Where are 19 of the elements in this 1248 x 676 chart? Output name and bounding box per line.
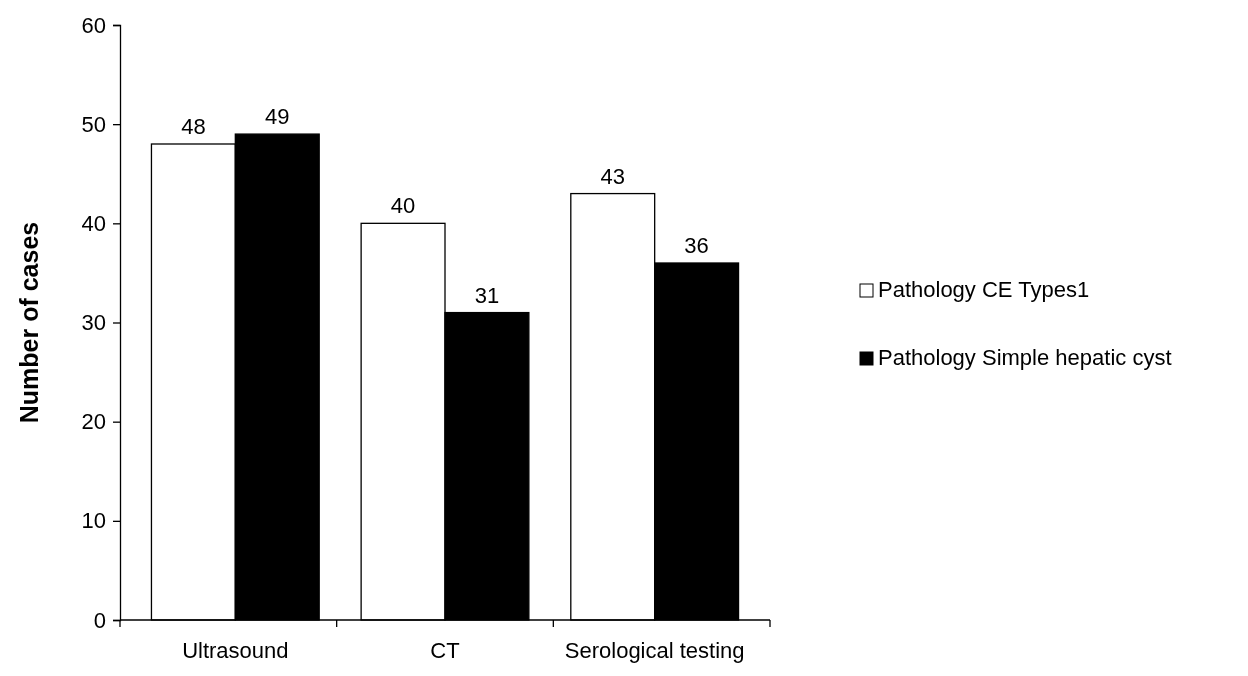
y-tick-label: 30 — [81, 310, 106, 336]
y-tick-label: 50 — [81, 111, 106, 137]
data-label: 31 — [474, 282, 500, 308]
data-label: 43 — [600, 163, 625, 189]
x-tick-label: Ultrasound — [182, 638, 289, 663]
x-tick-label: Serological testing — [564, 638, 745, 663]
data-label: 36 — [684, 233, 709, 258]
data-label: 48 — [181, 114, 206, 139]
y-tick-label: 0 — [93, 607, 106, 633]
y-tick-label: 20 — [81, 409, 106, 435]
y-tick-label: 60 — [81, 12, 106, 38]
y-tick-label: 10 — [81, 508, 106, 534]
y-axis-title: Number of cases — [15, 221, 43, 424]
data-label: 49 — [265, 104, 290, 130]
data-label: 40 — [390, 193, 416, 219]
legend-label: Pathology CE Types1 — [878, 277, 1090, 302]
legend-label: Pathology Simple hepatic cyst — [878, 345, 1172, 370]
y-tick-label: 40 — [81, 210, 106, 236]
x-tick-label: CT — [430, 638, 460, 663]
